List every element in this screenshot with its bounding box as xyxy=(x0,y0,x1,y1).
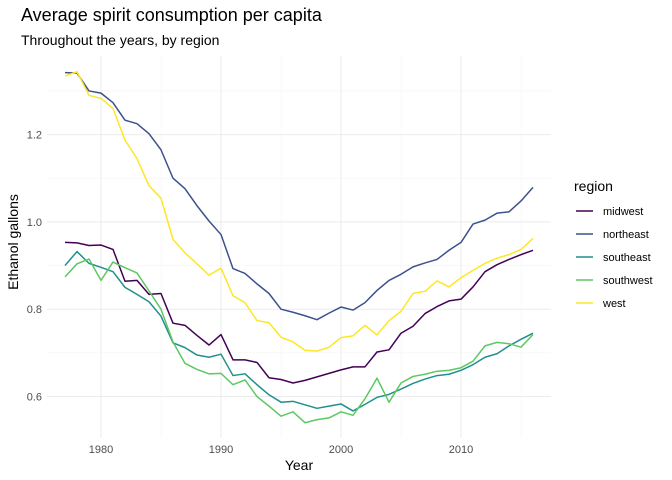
legend-label-southeast: southeast xyxy=(603,252,651,264)
y-axis-title: Ethanol gallons xyxy=(5,194,21,290)
chart-subtitle: Throughout the years, by region xyxy=(21,32,219,48)
x-tick-label: 1980 xyxy=(89,444,113,456)
y-tick-label: 1.2 xyxy=(27,130,42,142)
x-axis-title: Year xyxy=(285,457,314,473)
y-tick-label: 0.8 xyxy=(27,304,42,316)
x-tick-label: 1990 xyxy=(209,444,233,456)
chart-title: Average spirit consumption per capita xyxy=(21,5,323,25)
legend-label-west: west xyxy=(602,298,626,310)
series-line-southeast xyxy=(64,250,534,412)
legend-label-northeast: northeast xyxy=(603,229,649,241)
x-tick-label: 2010 xyxy=(449,444,473,456)
legend-label-midwest: midwest xyxy=(603,206,643,218)
y-tick-label: 0.6 xyxy=(27,392,42,404)
legend-label-southwest: southwest xyxy=(603,275,653,287)
x-tick-label: 2000 xyxy=(329,444,353,456)
series-line-northeast xyxy=(64,71,534,321)
series-line-west xyxy=(64,70,534,352)
plot-area: 1980 1990 2000 2010 0.6 0.8 1.0 1.2 xyxy=(27,56,551,456)
legend-title: region xyxy=(574,178,613,194)
series-line-midwest xyxy=(64,241,534,384)
legend: region midwest northeast southeast southwes… xyxy=(574,178,653,310)
series-line-southwest xyxy=(64,258,534,424)
y-tick-label: 1.0 xyxy=(27,217,42,229)
